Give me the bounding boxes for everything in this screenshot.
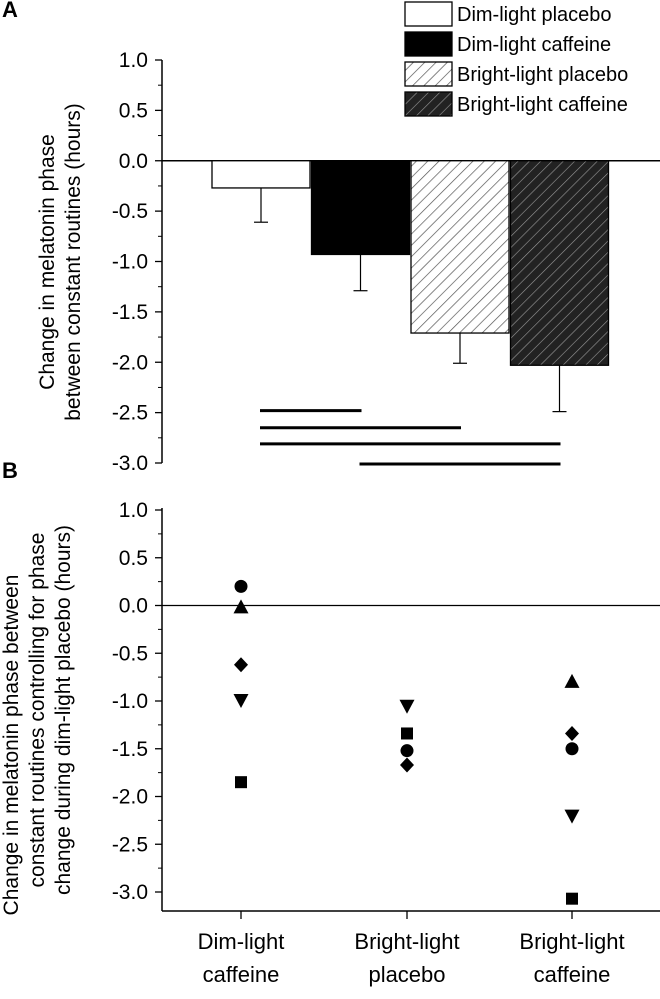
panel-a-ytick-label: 0.0 — [119, 150, 148, 173]
triangle-down-marker-3 — [564, 809, 580, 824]
panel-a-ytick-label: 0.5 — [119, 99, 148, 122]
bar-2 — [310, 160, 411, 256]
panel-b-letter: B — [2, 458, 18, 483]
panel-a-ytick-label: -1.5 — [112, 301, 148, 324]
triangle-down-marker-1 — [233, 694, 249, 709]
category-label-3-line2: caffeine — [534, 962, 611, 987]
panel-a-ytick-label: -0.5 — [112, 200, 148, 223]
legend-swatch-3 — [404, 61, 453, 87]
square-marker-1 — [235, 776, 247, 789]
panel-b-ylabel-line3: change during dim-light placebo (hours) — [52, 525, 75, 895]
category-label-2-line2: placebo — [368, 962, 445, 987]
circle-marker-1 — [234, 579, 248, 593]
panel-b-ytick-label: -3.0 — [112, 881, 148, 904]
category-label-1-line2: caffeine — [203, 962, 280, 987]
panel-b-ytick-label: -2.5 — [112, 833, 148, 856]
panel-a-ytick-label: 1.0 — [119, 49, 148, 72]
bar-1 — [211, 160, 311, 189]
circle-marker-2 — [400, 744, 414, 758]
legend-label-2: Dim-light caffeine — [457, 34, 611, 56]
panel-b-ytick-label: -1.0 — [112, 690, 148, 713]
category-label-3-line1: Bright-light — [519, 929, 624, 954]
panel-a-ytick-label: -3.0 — [112, 452, 148, 475]
category-label-1-line1: Dim-light — [198, 929, 285, 954]
panel-b-ytick-label: 1.0 — [119, 499, 148, 522]
panel-b-ytick-label: -1.5 — [112, 738, 148, 761]
diamond-marker-2 — [400, 757, 414, 773]
panel-b-ytick-label: -0.5 — [112, 642, 148, 665]
panel-b-ytick-label: 0.0 — [119, 595, 148, 618]
bar-3 — [410, 160, 510, 334]
legend-swatch-1 — [404, 1, 453, 27]
legend-label-3: Bright-light placebo — [457, 64, 628, 86]
panel-b-ytick-label: -2.0 — [112, 786, 148, 809]
legend-label-1: Dim-light placebo — [457, 4, 612, 26]
legend-label-4: Bright-light caffeine — [457, 94, 628, 116]
diamond-marker-1 — [234, 657, 248, 673]
panel-b-scatter-chart: 1.0 0.5 0.0 -0.5 -1.0 -1.5 -2.0 -2.5 -3.0 — [112, 499, 660, 919]
panel-b-ytick-label: 0.5 — [119, 547, 148, 570]
panel-a-ylabel-line2: between constant routines (hours) — [62, 103, 85, 421]
panel-a-ytick-label: -2.0 — [112, 351, 148, 374]
panel-a-ytick-label: -2.5 — [112, 402, 148, 425]
panel-b-ylabel-line2: constant routines controlling for phase — [26, 533, 49, 888]
triangle-down-marker-2 — [399, 699, 415, 714]
square-marker-2 — [401, 727, 413, 740]
panel-a-ylabel-line1: Change in melatonin phase — [36, 134, 59, 390]
diamond-marker-3 — [565, 725, 579, 741]
circle-marker-3 — [565, 742, 579, 756]
legend-swatch-4 — [404, 91, 453, 117]
panel-a-ytick-label: -1.0 — [112, 251, 148, 274]
triangle-up-marker-1 — [233, 599, 249, 614]
panel-a-bar-chart: 1.0 0.5 0.0 -0.5 -1.0 -1.5 -2.0 -2.5 -3.0 Dim-lig… — [112, 1, 660, 475]
bar-4 — [509, 160, 610, 366]
square-marker-3 — [566, 892, 578, 905]
category-label-2-line1: Bright-light — [354, 929, 459, 954]
legend-swatch-2 — [404, 31, 453, 57]
panel-b-ylabel-line1: Change in melatonin phase between — [0, 575, 23, 916]
panel-a-letter: A — [2, 0, 18, 22]
triangle-up-marker-3 — [564, 673, 580, 688]
